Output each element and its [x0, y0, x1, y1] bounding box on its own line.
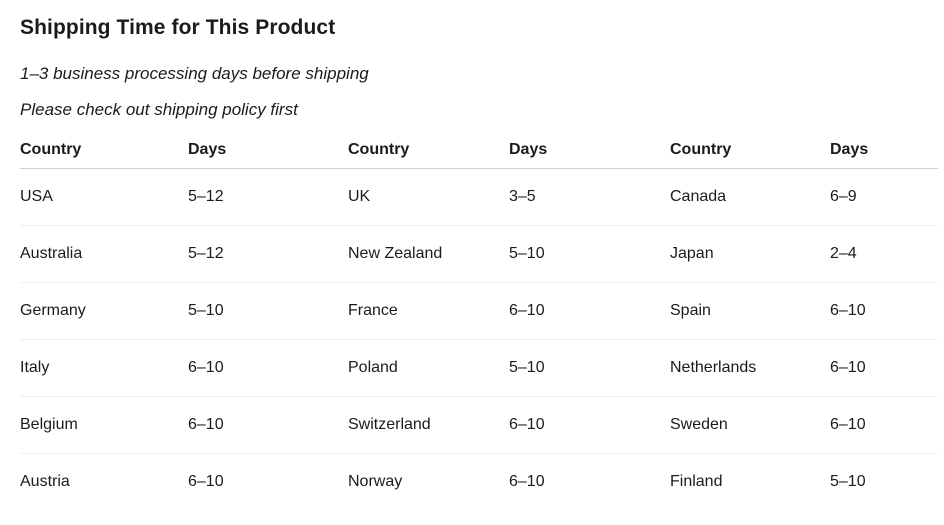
days-cell: 6–10	[509, 282, 670, 340]
table-row: Australia 5–12 New Zealand 5–10 Japan 2–…	[20, 225, 938, 283]
processing-time-note: 1–3 business processing days before ship…	[20, 64, 369, 83]
days-cell: 5–10	[830, 453, 938, 510]
column-header-days: Days	[188, 128, 348, 169]
days-cell: 6–10	[509, 396, 670, 454]
days-cell: 6–9	[830, 188, 857, 205]
table-row: Italy 6–10 Poland 5–10 Netherlands 6–10	[20, 339, 938, 397]
days-cell: 6–10	[830, 282, 938, 340]
country-cell: Finland	[670, 453, 830, 510]
column-header-country: Country	[670, 128, 830, 169]
country-cell: New Zealand	[348, 225, 509, 283]
country-cell: UK	[348, 188, 371, 205]
days-cell: 3–5	[509, 188, 536, 205]
country-cell: Netherlands	[670, 339, 830, 397]
country-cell: Japan	[670, 225, 830, 283]
days-cell: 5–10	[509, 225, 670, 283]
country-cell: Australia	[20, 225, 188, 283]
country-cell: France	[348, 282, 509, 340]
days-cell: 5–10	[188, 282, 348, 340]
shipping-times-table: Country Days Country Days Country Days U…	[20, 128, 938, 510]
shipping-info-section: Shipping Time for This Product 1–3 busin…	[20, 16, 938, 510]
days-cell: 2–4	[830, 225, 938, 283]
table-row: Germany 5–10 France 6–10 Spain 6–10	[20, 282, 938, 340]
country-cell: Switzerland	[348, 396, 509, 454]
days-cell: 6–10	[509, 453, 670, 510]
days-cell: 6–10	[830, 396, 938, 454]
table-row: Austria 6–10 Norway 6–10 Finland 5–10	[20, 453, 938, 510]
days-cell: 6–10	[188, 396, 348, 454]
days-cell: 5–12	[188, 188, 224, 205]
days-cell: 5–12	[188, 225, 348, 283]
column-header-country: Country	[348, 128, 509, 169]
country-cell: USA	[20, 188, 53, 205]
country-cell: Spain	[670, 282, 830, 340]
country-cell: Canada	[670, 188, 727, 205]
column-header-country: Country	[20, 128, 188, 169]
country-cell: Austria	[20, 453, 188, 510]
country-cell: Norway	[348, 453, 509, 510]
country-cell: Sweden	[670, 396, 830, 454]
table-row: USA 5–12 UK 3–5 Canada 6–9	[20, 169, 938, 226]
column-header-days: Days	[509, 128, 670, 169]
shipping-policy-note: Please check out shipping policy first	[20, 100, 298, 119]
days-cell: 5–10	[509, 339, 670, 397]
country-cell: Poland	[348, 339, 509, 397]
days-cell: 6–10	[188, 453, 348, 510]
page-title: Shipping Time for This Product	[20, 16, 336, 39]
days-cell: 6–10	[188, 339, 348, 397]
table-header-row: Country Days Country Days Country Days	[20, 128, 938, 169]
table-row: Belgium 6–10 Switzerland 6–10 Sweden 6–1…	[20, 396, 938, 454]
days-cell: 6–10	[830, 339, 938, 397]
country-cell: Belgium	[20, 396, 188, 454]
country-cell: Germany	[20, 282, 188, 340]
column-header-days: Days	[830, 128, 938, 169]
country-cell: Italy	[20, 339, 188, 397]
